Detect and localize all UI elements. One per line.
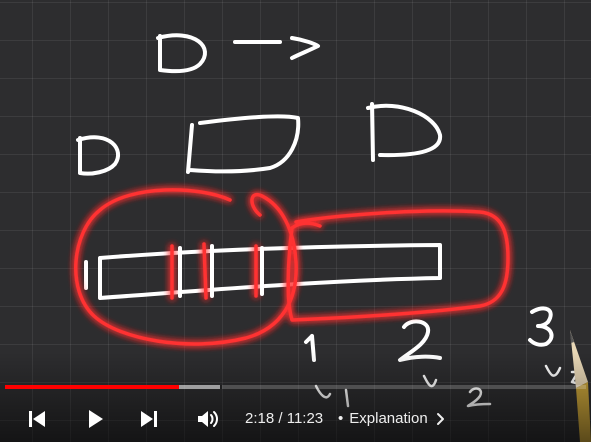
play-icon <box>89 410 103 428</box>
time-display: 2:18 / 11:23 <box>245 410 323 428</box>
sketch-number-2 <box>398 319 442 362</box>
next-button[interactable] <box>132 402 166 436</box>
chevron-right-icon <box>436 413 444 425</box>
play-button[interactable] <box>78 402 112 436</box>
chapter-title: Explanation <box>349 410 428 427</box>
sketch-d-right <box>366 102 443 162</box>
sketch-d-top <box>156 33 207 74</box>
highlight-tally-2 <box>202 242 208 300</box>
sketch-number-1 <box>304 334 316 362</box>
chapter-title-button[interactable]: • Explanation <box>338 410 446 428</box>
volume-button[interactable] <box>191 402 225 436</box>
time-separator: / <box>274 410 287 427</box>
chapter-marker <box>219 385 222 389</box>
skip-previous-icon <box>29 411 45 427</box>
sketch-d-middle <box>186 114 301 174</box>
sketch-number-3 <box>528 306 554 347</box>
duration: 11:23 <box>286 410 324 427</box>
sketch-arrow <box>233 36 320 60</box>
volume-icon <box>198 411 218 427</box>
current-time: 2:18 <box>245 410 275 427</box>
highlight-rect-right <box>286 209 510 322</box>
player-controls: 2:18 / 11:23 • Explanation <box>0 396 591 442</box>
sketch-d-left <box>76 135 121 176</box>
skip-next-icon <box>141 411 157 427</box>
highlight-loop-left <box>74 188 298 346</box>
sketch-array-bar <box>98 243 442 300</box>
progress-played <box>5 385 180 389</box>
progress-bar[interactable] <box>5 385 586 389</box>
previous-button[interactable] <box>20 402 54 436</box>
chapter-dot: • <box>338 410 344 427</box>
